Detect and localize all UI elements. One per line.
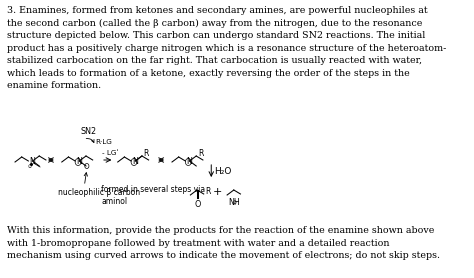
Text: ⊙: ⊙	[28, 163, 32, 168]
Text: N: N	[29, 157, 35, 165]
Text: 3. Enamines, formed from ketones and secondary amines, are powerful nucleophiles: 3. Enamines, formed from ketones and sec…	[7, 6, 427, 15]
Text: With this information, provide the products for the reaction of the enamine show: With this information, provide the produ…	[7, 226, 434, 235]
Text: formed in several steps via
aminol: formed in several steps via aminol	[101, 185, 205, 206]
Text: - LGʹ: - LGʹ	[102, 150, 118, 156]
Text: R: R	[205, 187, 211, 197]
Text: H₂O: H₂O	[214, 167, 231, 175]
Text: structure depicted below. This carbon can undergo standard SN2 reactions. The in: structure depicted below. This carbon ca…	[7, 31, 425, 40]
FancyArrowPatch shape	[86, 138, 94, 143]
Text: R: R	[144, 148, 149, 158]
Text: SN2: SN2	[81, 127, 97, 136]
Text: stabilized carbocation on the far right. That carbocation is usually reacted wit: stabilized carbocation on the far right.…	[7, 56, 422, 65]
Text: O: O	[194, 200, 201, 209]
Text: product has a positively charge nitrogen which is a resonance structure of the h: product has a positively charge nitrogen…	[7, 43, 446, 53]
Text: N: N	[132, 157, 138, 165]
Text: R·LG: R·LG	[95, 139, 112, 145]
Text: R: R	[198, 148, 203, 158]
Text: N: N	[186, 157, 192, 165]
Text: NH: NH	[228, 198, 240, 207]
Text: with 1-bromopropane followed by treatment with water and a detailed reaction: with 1-bromopropane followed by treatmen…	[7, 239, 389, 247]
Text: nucleophilic β carbon: nucleophilic β carbon	[58, 188, 140, 197]
Text: mechanism using curved arrows to indicate the movement of electrons; do not skip: mechanism using curved arrows to indicat…	[7, 251, 440, 260]
Text: N: N	[76, 157, 82, 165]
Text: enamine formation.: enamine formation.	[7, 81, 101, 90]
Text: +: +	[212, 187, 222, 197]
Text: ⊙: ⊙	[233, 200, 237, 205]
Text: the second carbon (called the β carbon) away from the nitrogen, due to the reson: the second carbon (called the β carbon) …	[7, 19, 422, 28]
Text: which leads to formation of a ketone, exactly reversing the order of the steps i: which leads to formation of a ketone, ex…	[7, 68, 410, 78]
